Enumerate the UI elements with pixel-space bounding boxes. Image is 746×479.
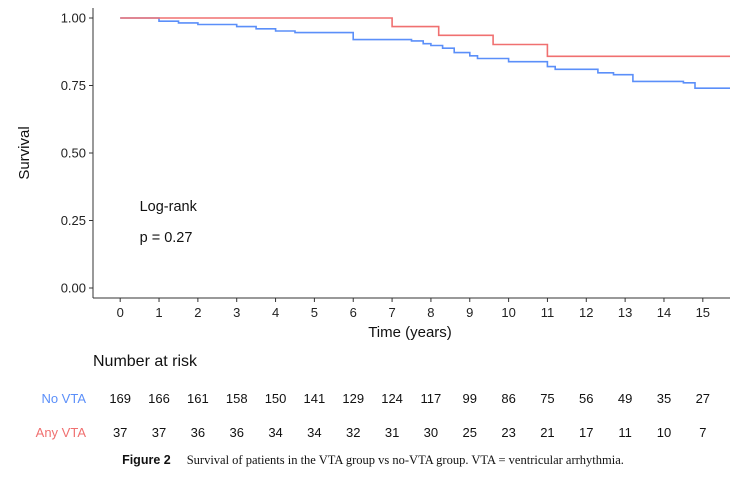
- risk-count: 21: [540, 425, 554, 440]
- risk-table-title: Number at risk: [93, 353, 198, 370]
- risk-count: 35: [657, 391, 671, 406]
- x-tick-label: 7: [388, 305, 395, 320]
- risk-count: 124: [381, 391, 403, 406]
- p-value-label: p = 0.27: [140, 230, 193, 246]
- risk-count: 56: [579, 391, 593, 406]
- risk-count: 99: [463, 391, 477, 406]
- log-rank-label: Log-rank: [140, 199, 198, 215]
- axes: 0.000.250.500.751.000 1 2 3 4 5 6 7 8 9 10 11 12 13 14…: [61, 8, 730, 320]
- risk-count: 32: [346, 425, 360, 440]
- risk-count: 75: [540, 391, 554, 406]
- risk-count: 31: [385, 425, 399, 440]
- risk-count: 117: [421, 391, 442, 406]
- caption-text: Survival of patients in the VTA group vs…: [186, 453, 624, 467]
- risk-count: 27: [696, 391, 710, 406]
- risk-table: No VTA 169 166 161 158 150 141 129 124 117 99 86 75 5…: [36, 391, 710, 440]
- y-tick-label: 0.00: [61, 281, 86, 296]
- risk-row-label-no-vta: No VTA: [41, 391, 86, 406]
- risk-count: 161: [187, 391, 209, 406]
- risk-count: 36: [229, 425, 243, 440]
- risk-count: 10: [657, 425, 671, 440]
- x-tick-label: 12: [579, 305, 593, 320]
- y-tick-label: 0.25: [61, 213, 86, 228]
- risk-count: 11: [618, 425, 632, 440]
- x-tick-label: 10: [501, 305, 515, 320]
- risk-row-label-any-vta: Any VTA: [36, 425, 87, 440]
- x-tick-label: 8: [427, 305, 434, 320]
- x-axis-title: Time (years): [368, 324, 452, 341]
- risk-count: 49: [618, 391, 632, 406]
- y-axis-title: Survival: [16, 126, 33, 179]
- risk-count: 30: [424, 425, 438, 440]
- survival-curve-any-vta: [120, 17, 730, 58]
- y-tick-label: 1.00: [61, 11, 86, 26]
- risk-count: 141: [304, 391, 326, 406]
- x-tick-label: 14: [657, 305, 671, 320]
- risk-count: 150: [265, 391, 287, 406]
- risk-count: 169: [109, 391, 131, 406]
- risk-count: 86: [501, 391, 515, 406]
- risk-count: 158: [226, 391, 248, 406]
- x-tick-label: 3: [233, 305, 240, 320]
- risk-count: 34: [268, 425, 282, 440]
- x-tick-label: 9: [466, 305, 473, 320]
- risk-count: 34: [307, 425, 321, 440]
- figure-caption: Figure 2 Survival of patients in the VTA …: [0, 453, 746, 468]
- risk-count: 166: [148, 391, 170, 406]
- risk-count: 37: [113, 425, 127, 440]
- x-tick-label: 11: [541, 305, 555, 320]
- risk-count: 25: [463, 425, 477, 440]
- risk-count: 23: [501, 425, 515, 440]
- y-tick-label: 0.75: [61, 78, 86, 93]
- x-tick-label: 1: [155, 305, 162, 320]
- x-tick-label: 0: [117, 305, 124, 320]
- survival-curve-no-vta: [120, 17, 730, 89]
- risk-count: 17: [579, 425, 593, 440]
- risk-count: 7: [699, 425, 706, 440]
- y-tick-label: 0.50: [61, 146, 86, 161]
- x-tick-label: 2: [194, 305, 201, 320]
- x-tick-label: 5: [311, 305, 318, 320]
- series-group: [120, 17, 730, 89]
- risk-count: 129: [342, 391, 364, 406]
- figure-label: Figure 2: [122, 453, 171, 467]
- x-tick-label: 15: [696, 305, 710, 320]
- x-tick-label: 13: [618, 305, 632, 320]
- x-tick-label: 6: [350, 305, 357, 320]
- x-tick-label: 4: [272, 305, 279, 320]
- risk-count: 37: [152, 425, 166, 440]
- risk-count: 36: [191, 425, 205, 440]
